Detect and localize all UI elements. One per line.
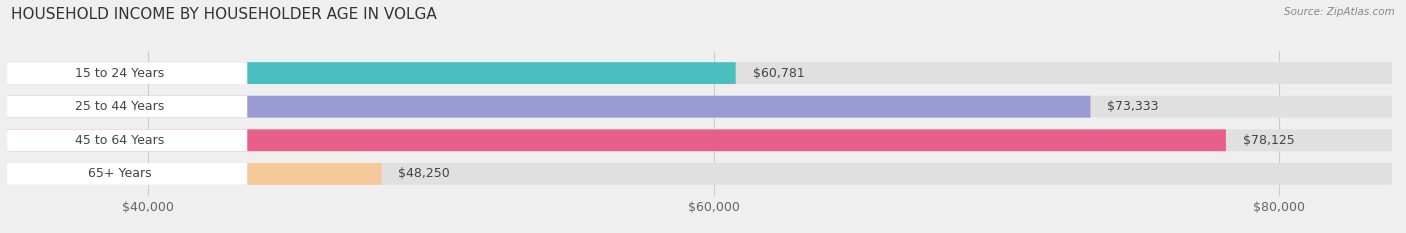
Text: $48,250: $48,250 [398, 167, 450, 180]
Text: 45 to 64 Years: 45 to 64 Years [76, 134, 165, 147]
Text: $73,333: $73,333 [1108, 100, 1159, 113]
FancyBboxPatch shape [7, 129, 1392, 151]
Text: HOUSEHOLD INCOME BY HOUSEHOLDER AGE IN VOLGA: HOUSEHOLD INCOME BY HOUSEHOLDER AGE IN V… [11, 7, 437, 22]
Text: 65+ Years: 65+ Years [89, 167, 152, 180]
FancyBboxPatch shape [7, 163, 247, 185]
FancyBboxPatch shape [7, 163, 381, 185]
Text: $60,781: $60,781 [752, 67, 804, 80]
Text: Source: ZipAtlas.com: Source: ZipAtlas.com [1284, 7, 1395, 17]
FancyBboxPatch shape [7, 96, 247, 118]
FancyBboxPatch shape [7, 62, 247, 84]
Text: $78,125: $78,125 [1243, 134, 1295, 147]
Text: 15 to 24 Years: 15 to 24 Years [76, 67, 165, 80]
FancyBboxPatch shape [7, 62, 1392, 84]
FancyBboxPatch shape [7, 96, 1091, 118]
FancyBboxPatch shape [7, 62, 735, 84]
FancyBboxPatch shape [7, 96, 1392, 118]
Text: 25 to 44 Years: 25 to 44 Years [76, 100, 165, 113]
FancyBboxPatch shape [7, 129, 1226, 151]
FancyBboxPatch shape [7, 129, 247, 151]
FancyBboxPatch shape [7, 163, 1392, 185]
